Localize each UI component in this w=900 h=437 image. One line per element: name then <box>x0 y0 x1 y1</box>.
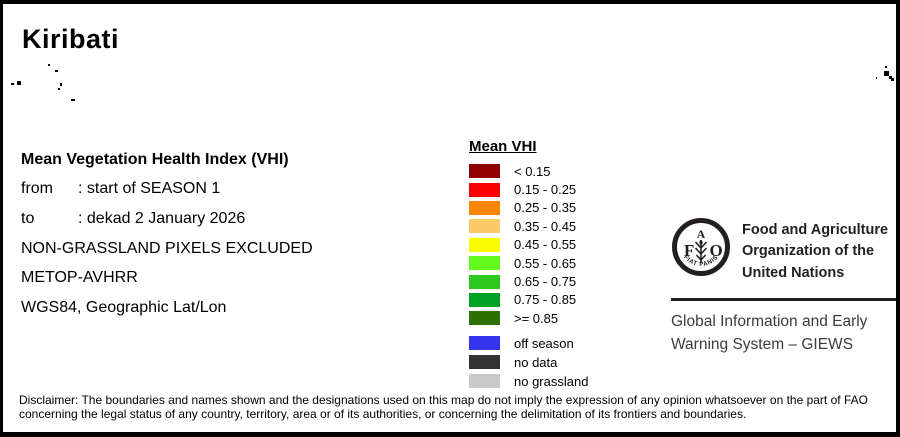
map-info-block: Mean Vegetation Health Index (VHI) from:… <box>21 145 313 323</box>
legend-label: no data <box>514 354 558 370</box>
fao-name-line: Food and Agriculture <box>742 222 889 238</box>
island-pixel <box>55 70 58 72</box>
legend-label: 0.65 - 0.75 <box>514 274 577 290</box>
legend-swatch <box>469 219 500 234</box>
fao-logo-icon: F A O FIAT PANIS <box>672 218 730 276</box>
fao-divider <box>671 297 896 301</box>
giews-subtitle-line: Global Information and Early <box>671 312 868 330</box>
legend-label: 0.25 - 0.35 <box>514 200 577 216</box>
legend-class-list: < 0.15 0.15 - 0.25 0.25 - 0.35 0.35 - 0.45 0… <box>469 162 588 328</box>
legend-row: 0.65 - 0.75 <box>469 272 588 290</box>
island-pixel <box>58 88 60 90</box>
disclaimer-text: Disclaimer: The boundaries and names sho… <box>19 393 868 421</box>
legend-swatch <box>469 336 500 351</box>
legend-label: no grassland <box>514 373 589 389</box>
legend-swatch <box>469 311 500 326</box>
legend-row: 0.35 - 0.45 <box>469 217 588 235</box>
to-value: : dekad 2 January 2026 <box>78 209 246 227</box>
legend-label: < 0.15 <box>514 163 551 179</box>
island-pixel <box>876 77 877 79</box>
legend-special-list: off season no data no grassland <box>469 334 588 391</box>
legend-swatch <box>469 292 500 307</box>
fao-name-line: Organization of the <box>742 243 875 260</box>
legend-swatch <box>469 200 500 215</box>
legend-swatch <box>469 274 500 289</box>
legend-swatch <box>469 182 500 197</box>
legend-row: off season <box>469 334 588 353</box>
legend-label: >= 0.85 <box>514 310 559 326</box>
fao-name-line: United Nations <box>742 264 845 281</box>
legend-label: 0.75 - 0.85 <box>514 292 577 308</box>
island-pixel <box>60 83 62 86</box>
island-pixel <box>884 71 889 76</box>
fao-letter-a: A <box>697 227 706 241</box>
page-title: Kiribati <box>22 24 120 54</box>
giews-subtitle: Global Information and Early Warning Sys… <box>671 310 896 357</box>
island-pixel <box>48 64 50 66</box>
legend-swatch <box>469 237 500 252</box>
fao-letter-o: O <box>710 241 723 260</box>
to-label: to <box>21 209 35 227</box>
fao-letter-f: F <box>684 241 694 260</box>
legend-swatch <box>469 355 500 370</box>
legend-row: 0.45 - 0.55 <box>469 236 588 254</box>
legend-swatch <box>469 164 500 179</box>
legend-title: Mean VHI <box>469 138 537 155</box>
island-pixel <box>891 78 894 81</box>
legend-label: 0.45 - 0.55 <box>514 237 577 253</box>
vhi-heading: Mean Vegetation Health Index (VHI) <box>21 150 289 168</box>
giews-subtitle-line: Warning System – GIEWS <box>671 336 854 354</box>
legend-label: off season <box>514 335 574 351</box>
island-pixel <box>17 81 21 85</box>
fao-block: F A O FIAT PANIS Food and Agriculture Or… <box>671 217 896 357</box>
sensor-note: METOP-AVHRR <box>21 269 138 287</box>
wheat-grain-icon <box>699 240 703 245</box>
from-value: : start of SEASON 1 <box>78 180 221 198</box>
legend-label: 0.15 - 0.25 <box>514 182 577 198</box>
legend-row: < 0.15 <box>469 162 588 180</box>
legend-row: no data <box>469 353 588 372</box>
legend-row: 0.55 - 0.65 <box>469 254 588 272</box>
legend-row: >= 0.85 <box>469 309 588 327</box>
pixels-excluded-note: NON-GRASSLAND PIXELS EXCLUDED <box>21 239 313 257</box>
legend-row: 0.25 - 0.35 <box>469 199 588 217</box>
legend-row: 0.75 - 0.85 <box>469 291 588 309</box>
period-to-line: to : dekad 2 January 2026 <box>21 204 313 234</box>
fao-header: F A O FIAT PANIS Food and Agriculture Or… <box>671 217 896 284</box>
legend-label: 0.55 - 0.65 <box>514 255 577 271</box>
island-pixel <box>71 99 75 101</box>
from-label: from <box>21 180 53 198</box>
legend: Mean VHI < 0.15 0.15 - 0.25 0.25 - 0.35 0.3… <box>469 138 588 391</box>
legend-row: 0.15 - 0.25 <box>469 180 588 198</box>
legend-label: 0.35 - 0.45 <box>514 218 577 234</box>
island-pixel <box>885 66 887 68</box>
legend-swatch <box>469 256 500 271</box>
projection-note: WGS84, Geographic Lat/Lon <box>21 298 227 316</box>
island-pixel <box>11 83 14 85</box>
legend-row: no grassland <box>469 372 588 391</box>
island-pixel <box>889 76 892 79</box>
period-from-line: from : start of SEASON 1 <box>21 175 313 205</box>
fao-name: Food and Agriculture Organization of the… <box>742 217 888 284</box>
legend-swatch <box>469 374 500 389</box>
